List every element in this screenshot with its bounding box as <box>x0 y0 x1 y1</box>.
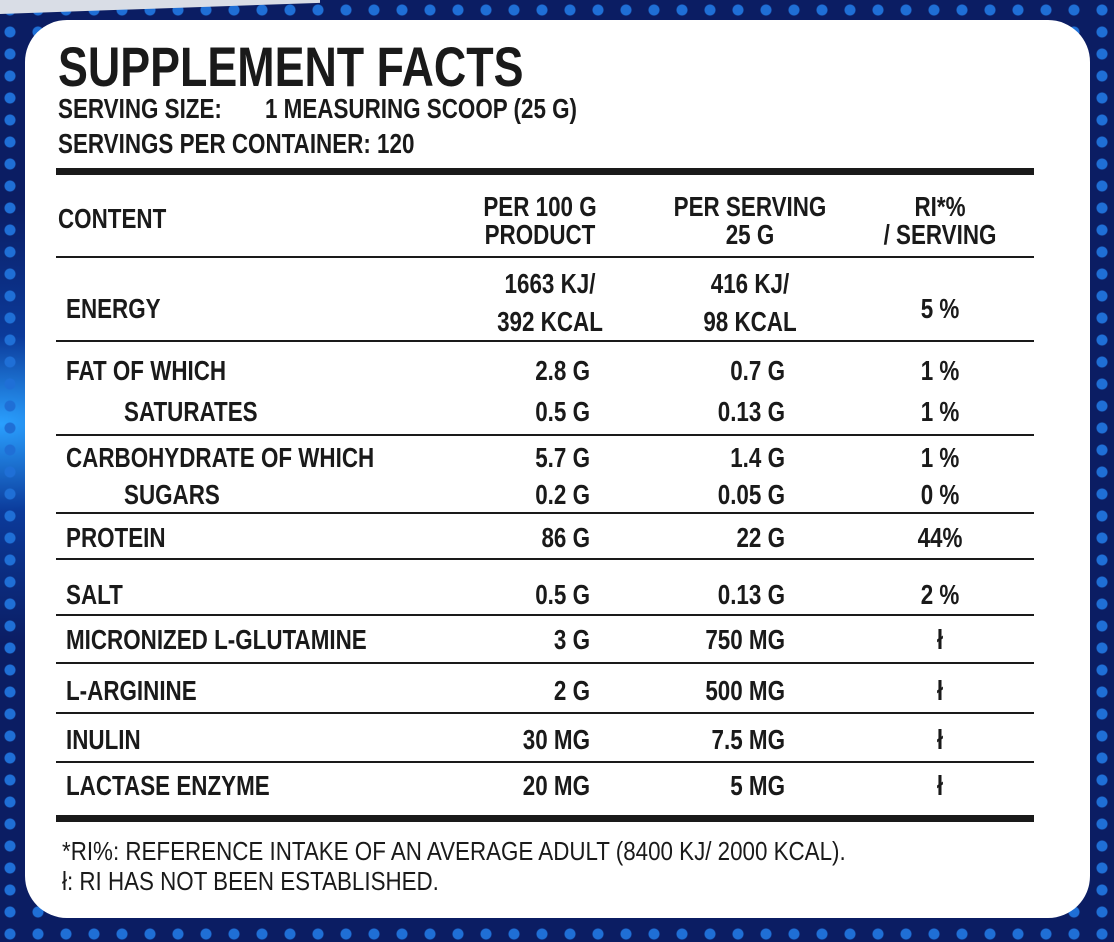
row-name: ENERGY <box>66 293 161 324</box>
divider <box>56 340 1034 342</box>
divider-thick <box>56 168 1034 175</box>
header-content: CONTENT <box>58 203 167 234</box>
row-per100: 0.2 G <box>535 479 590 510</box>
row-perserving: 22 G <box>736 522 785 553</box>
row-ri: 1 % <box>920 355 960 386</box>
divider-thick <box>56 815 1034 822</box>
divider <box>56 512 1034 514</box>
row-perserving: 500 MG <box>705 675 785 706</box>
energy-per100-kj: 1663 KJ/ <box>504 268 596 299</box>
divider <box>56 434 1034 436</box>
row-ri: 1 % <box>920 442 960 473</box>
row-perserving: 0.05 G <box>717 479 785 510</box>
row-name: CARBOHYDRATE OF WHICH <box>66 442 375 473</box>
row-ri: ł <box>936 675 944 706</box>
row-ri: ł <box>936 724 944 755</box>
row-perserving: 750 MG <box>705 624 785 655</box>
serving-size-value: 1 MEASURING SCOOP (25 G) <box>265 93 578 124</box>
row-name: FAT OF WHICH <box>66 355 227 386</box>
header-perserving-line1: PER SERVING <box>673 191 827 222</box>
header-per100-line1: PER 100 G <box>483 191 597 222</box>
row-name: SALT <box>66 579 123 610</box>
divider <box>56 256 1034 258</box>
divider <box>56 558 1034 560</box>
row-ri: 44% <box>917 522 963 553</box>
row-perserving: 5 MG <box>730 770 785 801</box>
row-name: MICRONIZED L-GLUTAMINE <box>66 624 367 655</box>
row-perserving: 0.7 G <box>730 355 785 386</box>
energy-per100-kcal: 392 KCAL <box>497 306 603 337</box>
row-ri: ł <box>936 624 944 655</box>
row-per100: 20 MG <box>522 770 590 801</box>
page-title: SUPPLEMENT FACTS <box>58 35 524 98</box>
row-ri: 2 % <box>920 579 960 610</box>
row-perserving: 0.13 G <box>717 579 785 610</box>
row-per100: 30 MG <box>522 724 590 755</box>
row-name: LACTASE ENZYME <box>66 770 270 801</box>
row-ri: 1 % <box>920 396 960 427</box>
serving-size-label: SERVING SIZE: <box>58 93 222 124</box>
row-per100: 86 G <box>541 522 590 553</box>
divider <box>56 712 1034 714</box>
row-per100: 0.5 G <box>535 396 590 427</box>
row-per100: 5.7 G <box>535 442 590 473</box>
divider <box>56 761 1034 763</box>
row-name: L-ARGININE <box>66 675 197 706</box>
divider <box>56 662 1034 664</box>
divider <box>56 614 1034 616</box>
row-perserving: 7.5 MG <box>711 724 785 755</box>
header-ri-line1: RI*% <box>914 191 966 222</box>
row-ri: 0 % <box>920 479 960 510</box>
row-name: SUGARS <box>124 479 220 510</box>
header-perserving-line2: 25 G <box>725 219 775 250</box>
energy-perserving-kcal: 98 KCAL <box>703 306 797 337</box>
header-per100-line2: PRODUCT <box>484 219 596 250</box>
row-ri: ł <box>936 770 944 801</box>
row-per100: 0.5 G <box>535 579 590 610</box>
energy-ri: 5 % <box>920 293 960 324</box>
row-per100: 2 G <box>553 675 590 706</box>
servings-per-container: SERVINGS PER CONTAINER: 120 <box>58 128 415 159</box>
energy-perserving-kj: 416 KJ/ <box>710 268 790 299</box>
row-per100: 2.8 G <box>535 355 590 386</box>
row-per100: 3 G <box>553 624 590 655</box>
row-name: INULIN <box>66 724 141 755</box>
header-ri-line2: / SERVING <box>883 219 997 250</box>
row-perserving: 1.4 G <box>730 442 785 473</box>
row-name: PROTEIN <box>66 522 166 553</box>
row-name: SATURATES <box>124 396 258 427</box>
row-perserving: 0.13 G <box>717 396 785 427</box>
footnote-not-established: ł: RI HAS NOT BEEN ESTABLISHED. <box>62 866 439 896</box>
footnote-ri: *RI%: REFERENCE INTAKE OF AN AVERAGE ADU… <box>62 836 846 866</box>
